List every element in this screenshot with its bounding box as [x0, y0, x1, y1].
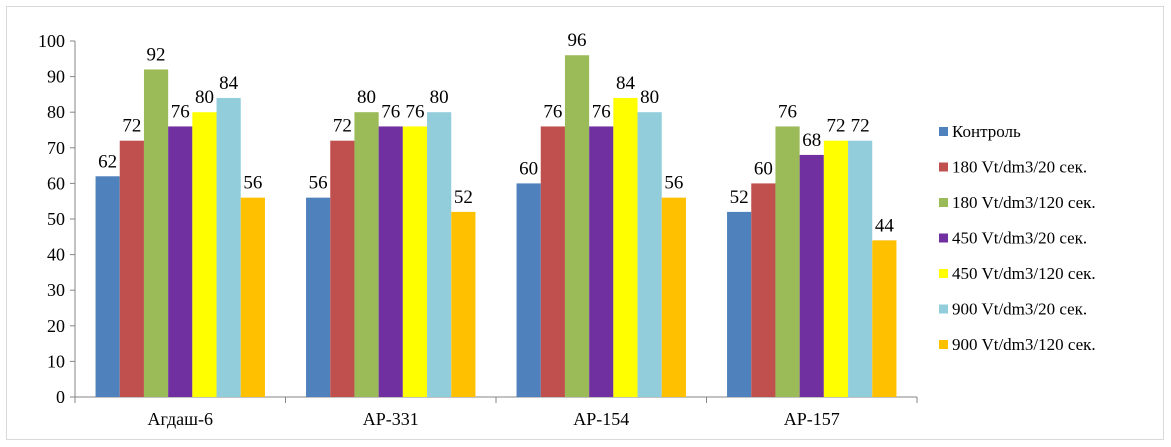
legend-label: 180 Vt/dm3/20 сек.: [952, 158, 1087, 177]
category-label: AP-157: [784, 409, 840, 429]
bar: [823, 140, 849, 397]
bar: [95, 176, 120, 397]
data-label: 76: [592, 101, 611, 122]
y-tick-label: 30: [47, 280, 65, 300]
bar: [240, 197, 265, 397]
legend-swatch: [939, 162, 948, 172]
legend-label: 900 Vt/dm3/120 сек.: [952, 335, 1096, 354]
data-label: 84: [616, 73, 636, 94]
y-tick-label: 50: [47, 209, 65, 229]
data-label: 62: [98, 151, 117, 172]
y-tick-label: 10: [47, 351, 65, 371]
legend-label: Контроль: [952, 122, 1021, 141]
y-axis: 0 10 20 30 40 50 60 70 80 90 100: [38, 31, 76, 407]
data-label: 84: [219, 73, 239, 94]
y-tick-label: 70: [47, 138, 65, 158]
data-label: 52: [454, 187, 473, 208]
data-label: 80: [640, 87, 659, 108]
data-label: 44: [875, 215, 895, 236]
bar: [119, 140, 144, 397]
bar: [564, 55, 590, 398]
data-label: 68: [802, 130, 821, 151]
data-label: 80: [195, 87, 214, 108]
bar: [143, 69, 169, 398]
data-label: 96: [568, 30, 587, 51]
bar: [799, 154, 824, 397]
data-label: 76: [543, 101, 562, 122]
bar: [516, 183, 541, 397]
y-tick-label: 0: [56, 387, 65, 407]
bar: [330, 140, 355, 397]
bar: [216, 97, 241, 398]
bar: [378, 126, 403, 397]
legend-label: 450 Vt/dm3/120 сек.: [952, 264, 1096, 283]
bar: [872, 240, 897, 397]
bar: [613, 97, 638, 398]
bar: [589, 126, 614, 397]
legend-swatch: [939, 127, 948, 136]
data-label: 56: [243, 173, 262, 194]
data-label: 76: [171, 101, 190, 122]
bar: [661, 197, 686, 397]
data-label: 92: [147, 44, 166, 65]
data-label: 72: [333, 116, 352, 137]
data-label: 76: [381, 101, 400, 122]
data-label: 72: [851, 116, 870, 137]
data-label: 76: [778, 101, 797, 122]
data-label: 72: [826, 116, 845, 137]
bar: [427, 112, 452, 397]
bar: [192, 112, 217, 397]
category-label: AP-331: [363, 409, 419, 429]
data-label: 76: [405, 101, 424, 122]
bar: [540, 126, 565, 397]
bar: [354, 112, 379, 397]
bar: [775, 126, 800, 397]
data-label: 52: [730, 187, 749, 208]
data-label: 72: [122, 116, 141, 137]
chart-area: 0 10 20 30 40 50 60 70 80 90 100 Агдаш-6 AP-331 AP-1…: [6, 6, 1164, 440]
bars: [95, 55, 897, 398]
bar: [451, 211, 476, 397]
bar: [727, 211, 752, 397]
legend-label: 180 Vt/dm3/120 сек.: [952, 193, 1096, 212]
bar: [848, 140, 873, 397]
legend-label: 450 Vt/dm3/20 сек.: [952, 229, 1087, 248]
data-label: 80: [430, 87, 449, 108]
category-label: Агдаш-6: [148, 409, 214, 429]
legend-swatch: [939, 340, 948, 349]
data-label: 60: [754, 158, 773, 179]
y-tick-label: 40: [47, 245, 65, 265]
y-tick-label: 80: [47, 102, 65, 122]
legend-swatch: [939, 304, 948, 314]
y-tick-label: 20: [47, 316, 65, 336]
bar: [402, 126, 428, 397]
bar: [751, 183, 776, 397]
bar-chart: 0 10 20 30 40 50 60 70 80 90 100 Агдаш-6 AP-331 AP-1…: [38, 30, 1096, 429]
y-tick-label: 60: [47, 173, 65, 193]
x-axis: Агдаш-6 AP-331 AP-154 AP-157: [74, 396, 918, 429]
y-tick-label: 90: [47, 67, 65, 87]
bar: [306, 197, 331, 397]
data-label: 80: [357, 87, 376, 108]
data-label: 56: [309, 173, 328, 194]
legend-swatch: [939, 269, 948, 278]
legend-swatch: [939, 233, 948, 243]
legend-label: 900 Vt/dm3/20 сек.: [952, 300, 1087, 319]
legend-swatch: [939, 198, 948, 207]
legend: Контроль 180 Vt/dm3/20 сек. 180 Vt/dm3/120…: [939, 122, 1096, 354]
y-tick-label: 100: [38, 31, 65, 51]
bar: [637, 112, 662, 397]
bar: [168, 126, 193, 397]
data-label: 56: [664, 173, 683, 194]
data-label: 60: [519, 158, 538, 179]
category-label: AP-154: [573, 409, 629, 429]
